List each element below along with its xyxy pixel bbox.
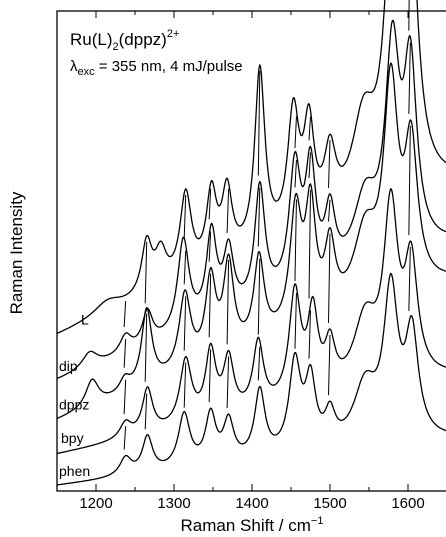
peak-marker-1347-1 — [208, 231, 212, 262]
x-axis-label: Raman Shift / cm−1 — [181, 515, 324, 535]
peak-marker-1603-3 — [408, 246, 411, 311]
peak-marker-1265-2 — [144, 313, 148, 382]
peak-marker-1475-0 — [308, 116, 311, 141]
peak-marker-1457-0 — [294, 116, 297, 148]
trace-label-dppz: dppz — [59, 396, 89, 412]
peak-marker-1475-2 — [308, 189, 311, 299]
x-tick-label-1600: 1600 — [391, 495, 424, 512]
trace-label-l: L — [81, 312, 89, 328]
peak-marker-1457-1 — [294, 159, 297, 188]
peak-marker-1347-3 — [208, 349, 212, 403]
peak-marker-1370-3 — [226, 356, 230, 409]
peak-marker-1265-3 — [144, 393, 148, 430]
peak-marker-1475-1 — [308, 152, 311, 178]
peak-marker-1500-2 — [328, 233, 331, 323]
peak-marker-1315-2 — [183, 296, 187, 351]
peak-marker-1370-2 — [226, 259, 230, 345]
peak-marker-1238-3 — [123, 426, 127, 450]
peak-marker-1603-2 — [408, 125, 411, 236]
peak-marker-1457-2 — [294, 199, 297, 282]
peak-marker-1500-0 — [328, 140, 331, 188]
peak-marker-1370-0 — [226, 188, 230, 233]
chart-title: Ru(L)2(dppz)2+ — [70, 28, 179, 53]
trace-label-phen: phen — [59, 463, 90, 479]
peak-marker-1603-1 — [408, 42, 411, 114]
peak-marker-1603-0 — [408, 0, 410, 31]
x-tick-label-1200: 1200 — [79, 495, 112, 512]
y-axis-label: Raman Intensity — [7, 191, 26, 314]
peak-marker-1238-2 — [123, 379, 127, 415]
peak-marker-1410-1 — [257, 187, 261, 247]
chart-subtitle: λexc = 355 nm, 4 mJ/pulse — [70, 58, 243, 78]
trace-label-bpy: bpy — [61, 430, 84, 446]
peak-marker-1410-2 — [257, 258, 261, 335]
peak-marker-1265-0 — [144, 241, 148, 304]
peak-marker-1410-3 — [257, 346, 261, 381]
trace-l — [56, 0, 446, 335]
peak-marker-1457-3 — [294, 293, 297, 349]
peak-marker-1315-0 — [183, 194, 187, 239]
x-tick-label-1300: 1300 — [157, 495, 190, 512]
trace-label-dip: dip — [59, 358, 78, 374]
x-axis-ticks: 1200 1300 1400 1500 1600 — [56, 11, 425, 512]
spectra-traces — [56, 0, 446, 486]
peak-marker-lines — [123, 0, 411, 450]
peak-marker-1347-0 — [208, 188, 212, 220]
trace-phen — [56, 272, 446, 486]
x-tick-label-1500: 1500 — [313, 495, 346, 512]
peak-marker-1500-3 — [328, 334, 331, 396]
peak-marker-1315-3 — [183, 362, 187, 408]
trace-dip — [56, 19, 446, 380]
peak-marker-1475-3 — [308, 310, 311, 359]
peak-marker-1410-0 — [257, 70, 261, 176]
peak-marker-1500-1 — [328, 199, 331, 222]
peak-marker-1238-0 — [123, 300, 127, 328]
trace-dppz — [56, 62, 446, 420]
peak-marker-1347-2 — [208, 273, 212, 338]
peak-marker-1238-1 — [123, 339, 127, 368]
x-tick-label-1400: 1400 — [235, 495, 268, 512]
peak-marker-1315-1 — [183, 250, 187, 285]
trace-bpy — [56, 188, 446, 455]
